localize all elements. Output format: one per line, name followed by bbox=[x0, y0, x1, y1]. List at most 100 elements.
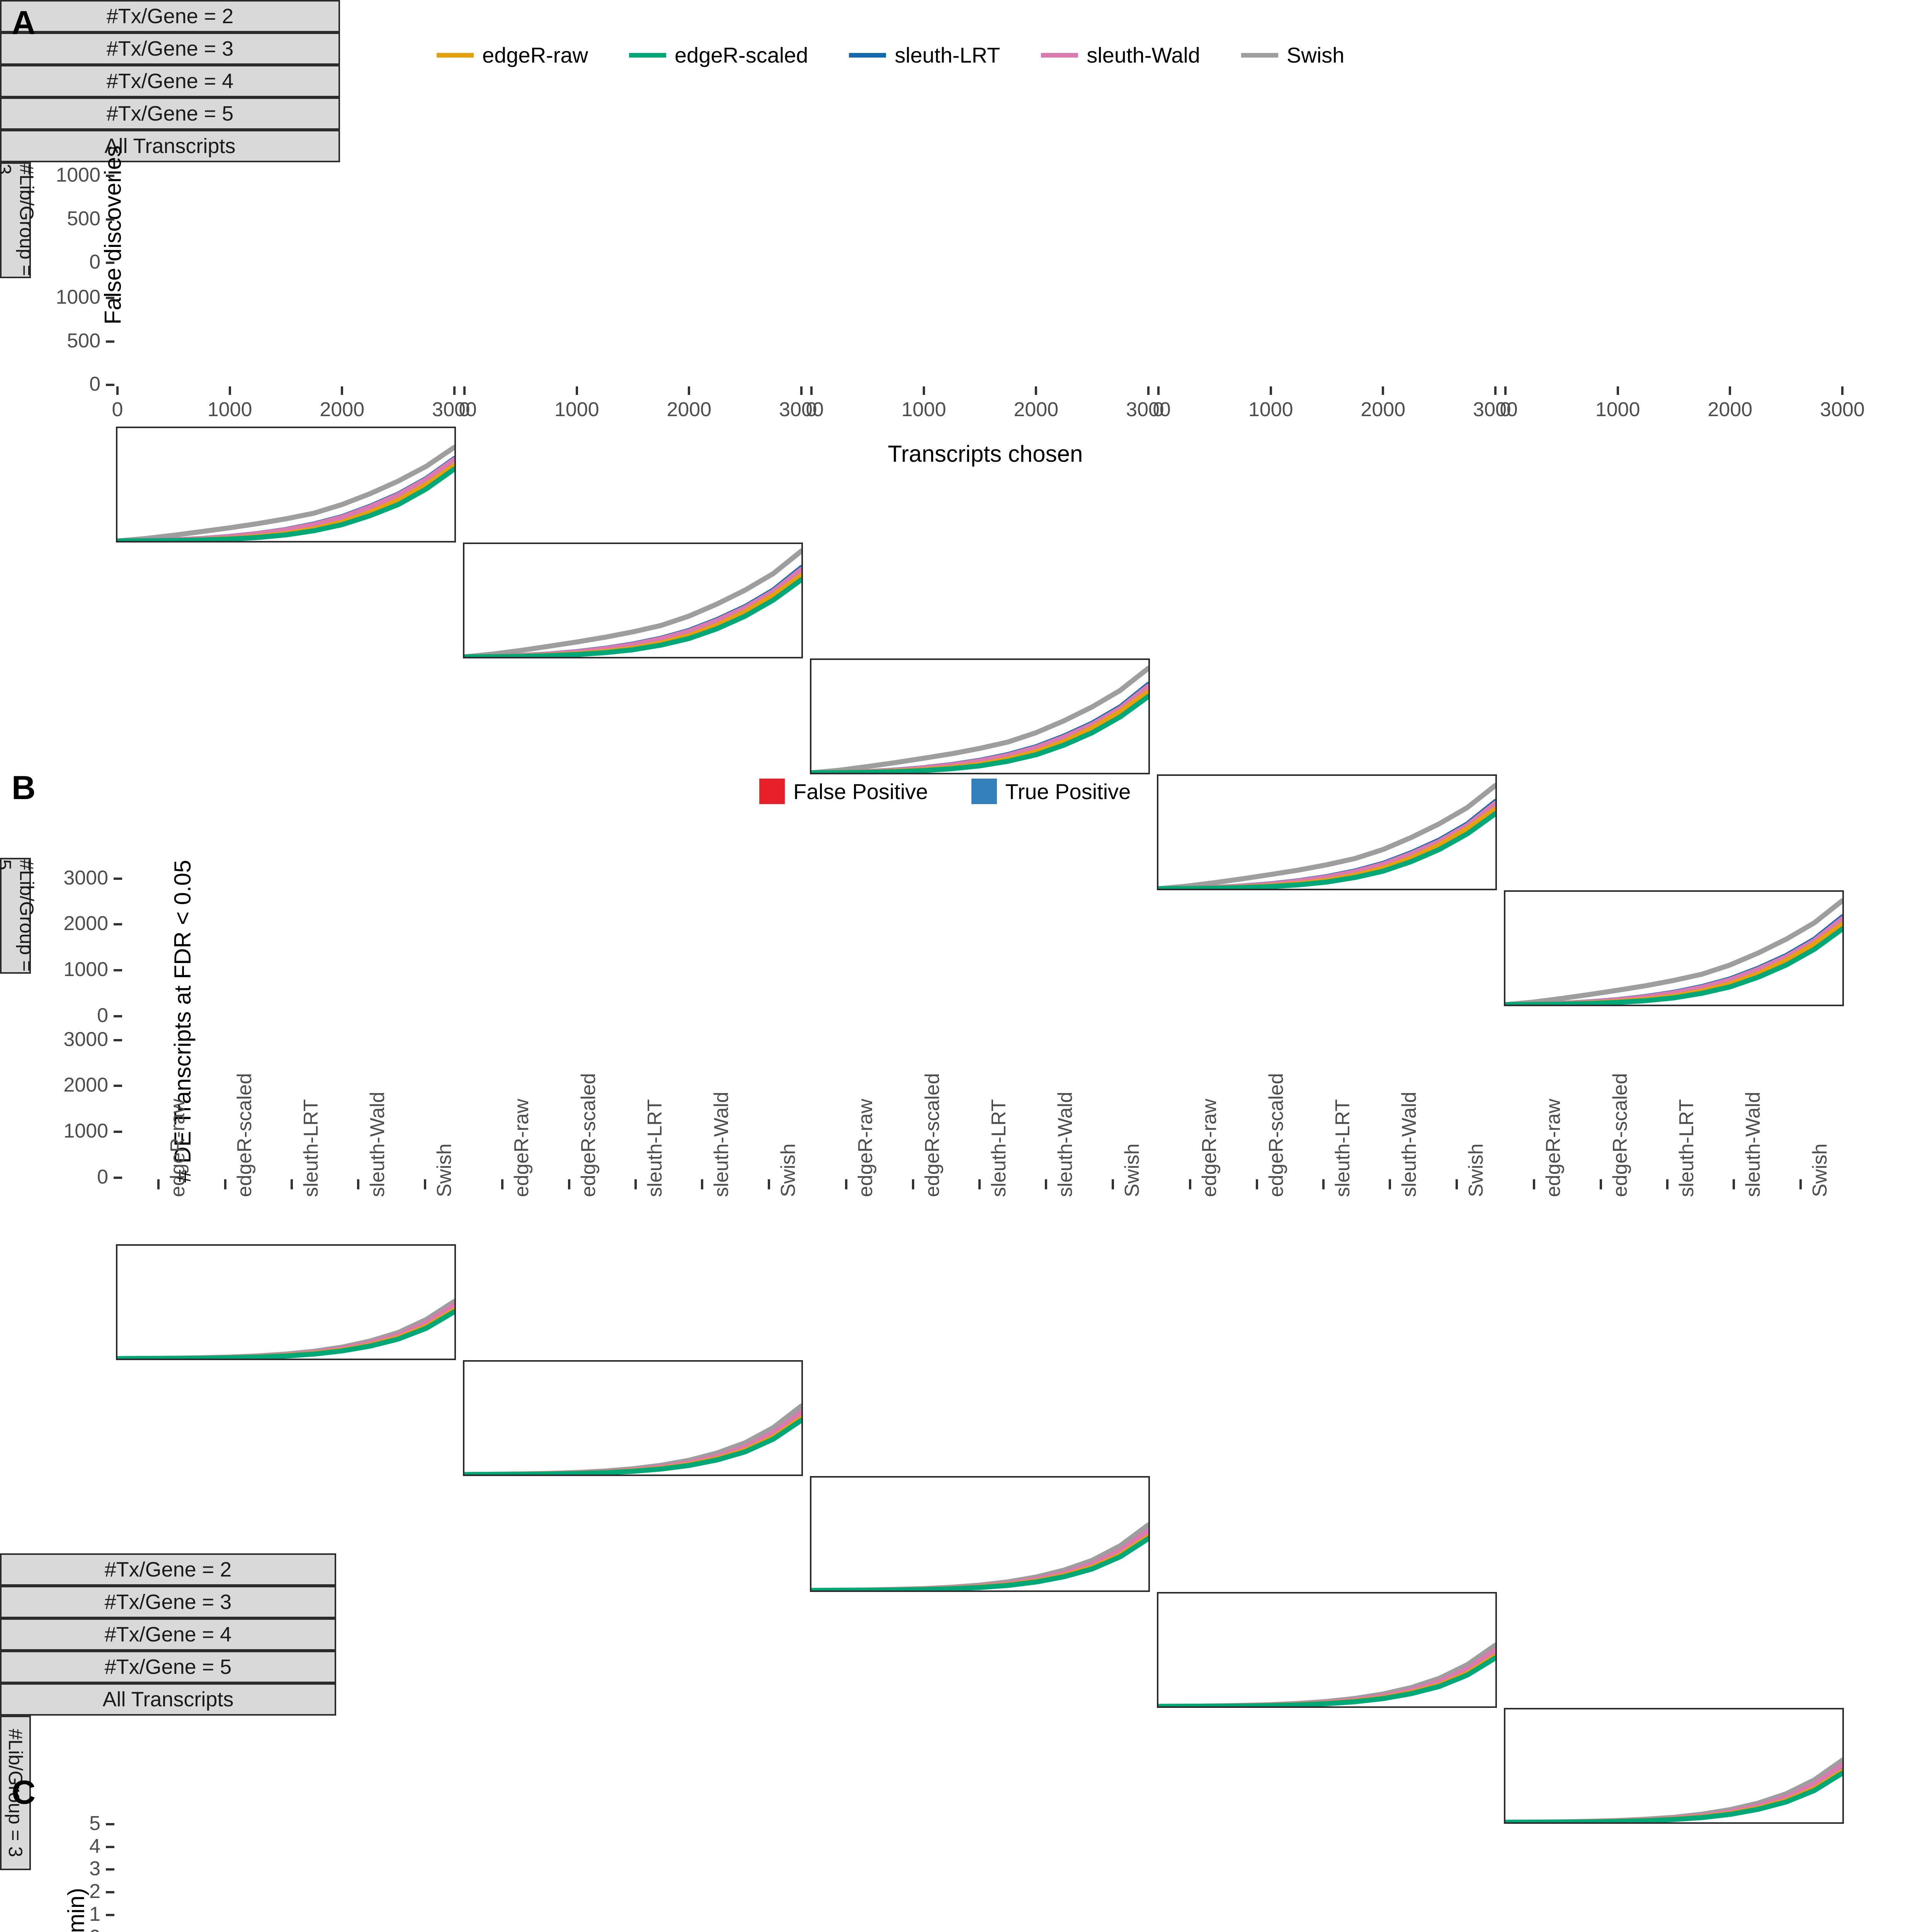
y-tick-label: 0 bbox=[39, 1925, 100, 1932]
x-tick-label: 2000 bbox=[1708, 398, 1753, 421]
facet-strip-row-label-0: #Lib/Group = 3 bbox=[0, 164, 37, 276]
x-tick-label-edgeR-scaled: edgeR-scaled bbox=[1265, 1073, 1287, 1197]
legend-label-False Positive: False Positive bbox=[793, 779, 928, 804]
legend-item-edgeR-scaled: edgeR-scaled bbox=[629, 43, 808, 68]
x-tick-label-sleuth-LRT: sleuth-LRT bbox=[300, 1099, 322, 1197]
x-tick-label: 0 bbox=[806, 398, 817, 421]
x-tickmark bbox=[1799, 1179, 1802, 1189]
x-tickmark bbox=[1382, 386, 1384, 395]
legend-swatch-sleuth-LRT bbox=[849, 53, 886, 58]
x-tickmark bbox=[463, 386, 466, 395]
x-tickmark bbox=[453, 386, 456, 395]
x-tickmark bbox=[501, 1179, 504, 1189]
panel-a-lines-1-4 bbox=[1505, 1757, 1842, 1822]
y-tickmark bbox=[106, 1823, 114, 1825]
panel-a-facet-1-3 bbox=[1157, 1592, 1497, 1708]
legend-item-sleuth-Wald: sleuth-Wald bbox=[1041, 43, 1200, 68]
y-tickmark bbox=[106, 340, 114, 343]
x-tickmark bbox=[157, 1179, 160, 1189]
x-tick-label-sleuth-LRT: sleuth-LRT bbox=[1332, 1099, 1354, 1197]
facet-strip-col-label-1: #Tx/Gene = 3 bbox=[106, 37, 234, 60]
x-tickmark bbox=[1616, 386, 1619, 395]
y-tick-label: 3000 bbox=[63, 866, 108, 889]
x-tickmark bbox=[922, 386, 925, 395]
x-tick-label-Swish: Swish bbox=[1808, 1143, 1831, 1197]
y-tick-label: 0 bbox=[97, 1166, 108, 1188]
y-tickmark bbox=[114, 923, 122, 926]
x-tick-label-edgeR-scaled: edgeR-scaled bbox=[1609, 1073, 1631, 1197]
y-tickmark bbox=[106, 1891, 114, 1894]
y-tick-label: 1000 bbox=[56, 164, 100, 187]
x-tickmark bbox=[800, 386, 803, 395]
x-tick-label-edgeR-raw: edgeR-raw bbox=[854, 1099, 877, 1197]
x-tick-label: 0 bbox=[112, 398, 123, 421]
panel-a-facet-1-0 bbox=[116, 1244, 456, 1360]
x-tick-label: 1000 bbox=[207, 398, 252, 421]
legend-item-False Positive: False Positive bbox=[759, 779, 928, 804]
x-tickmark bbox=[978, 1179, 981, 1189]
panel-a-facet-0-1 bbox=[463, 543, 803, 658]
x-tick-label-Swish: Swish bbox=[1464, 1143, 1487, 1197]
legend-swatch-False Positive bbox=[759, 779, 785, 804]
x-tick-label: 0 bbox=[1500, 398, 1511, 421]
facet-strip-col-label-4: All Transcripts bbox=[104, 134, 236, 158]
panel-a-x-axis-label: Transcripts chosen bbox=[888, 441, 1083, 467]
x-tickmark bbox=[1189, 1179, 1192, 1189]
panel-a-legend: edgeR-raw edgeR-scaled sleuth-LRT sleuth-Wa… bbox=[437, 43, 1344, 68]
facet-strip-col-label-0: #Tx/Gene = 2 bbox=[104, 1558, 232, 1581]
x-tick-label: 1000 bbox=[554, 398, 599, 421]
x-tick-label-sleuth-Wald: sleuth-Wald bbox=[1398, 1092, 1421, 1197]
x-tick-label: 3000 bbox=[779, 398, 824, 421]
y-tickmark bbox=[106, 262, 114, 264]
panel-a-facet-0-3 bbox=[1157, 774, 1497, 890]
x-tickmark bbox=[224, 1179, 226, 1189]
legend-label-True Positive: True Positive bbox=[1005, 779, 1131, 804]
panel-a-lines-1-2 bbox=[811, 1522, 1148, 1590]
facet-strip-col-4: All Transcripts bbox=[0, 130, 340, 162]
x-tick-label-sleuth-Wald: sleuth-Wald bbox=[710, 1092, 733, 1197]
y-tickmark bbox=[114, 1085, 122, 1087]
legend-swatch-edgeR-scaled bbox=[629, 53, 666, 58]
x-tickmark bbox=[1389, 1179, 1391, 1189]
x-tickmark bbox=[1147, 386, 1150, 395]
x-tick-label-edgeR-raw: edgeR-raw bbox=[510, 1099, 533, 1197]
x-tickmark bbox=[1666, 1179, 1668, 1189]
x-tickmark bbox=[1322, 1179, 1325, 1189]
y-tick-label: 0 bbox=[89, 373, 100, 395]
x-tickmark bbox=[1269, 386, 1272, 395]
x-tick-label-edgeR-scaled: edgeR-scaled bbox=[577, 1073, 600, 1197]
facet-strip-col-label-3: #Tx/Gene = 5 bbox=[106, 102, 234, 125]
panel-c-letter: C bbox=[12, 1774, 36, 1811]
x-tick-label-sleuth-Wald: sleuth-Wald bbox=[1742, 1092, 1765, 1197]
panel-b-legend: False Positive True Positive bbox=[759, 779, 1131, 804]
x-tickmark bbox=[634, 1179, 637, 1189]
legend-label-edgeR-scaled: edgeR-scaled bbox=[674, 43, 808, 67]
legend-label-Swish: Swish bbox=[1286, 43, 1345, 67]
y-tick-label: 1000 bbox=[63, 1120, 108, 1143]
legend-label-sleuth-Wald: sleuth-Wald bbox=[1087, 43, 1200, 67]
x-tickmark bbox=[568, 1179, 570, 1189]
panel-a-chart: False discoveries #Tx/Gene = 2 #Tx/Gene = … bbox=[0, 0, 1865, 1824]
y-tickmark bbox=[106, 1868, 114, 1871]
facet-strip-row-1: #Lib/Group = 5 bbox=[0, 858, 37, 974]
y-tickmark bbox=[106, 384, 114, 386]
y-tick-label: 2000 bbox=[63, 912, 108, 935]
y-tick-label: 3 bbox=[89, 1857, 100, 1880]
y-tickmark bbox=[114, 1015, 122, 1017]
y-tick-label: 2 bbox=[89, 1880, 100, 1903]
y-tick-label: 0 bbox=[97, 1004, 108, 1027]
panel-a-lines-0-3 bbox=[1158, 783, 1495, 889]
legend-swatch-edgeR-raw bbox=[437, 53, 474, 58]
facet-strip-row-label-1: #Lib/Group = 5 bbox=[0, 859, 37, 972]
x-tick-label-Swish: Swish bbox=[433, 1143, 456, 1197]
panel-a-lines-1-1 bbox=[464, 1403, 801, 1475]
y-tickmark bbox=[114, 1177, 122, 1179]
y-tickmark bbox=[106, 218, 114, 221]
x-tick-label-sleuth-Wald: sleuth-Wald bbox=[1054, 1092, 1077, 1197]
facet-strip-col-label-3: #Tx/Gene = 5 bbox=[104, 1655, 232, 1679]
x-tickmark bbox=[1533, 1179, 1536, 1189]
y-tick-label: 1000 bbox=[56, 286, 100, 309]
x-tickmark bbox=[575, 386, 578, 395]
x-tickmark bbox=[1494, 386, 1497, 395]
facet-strip-col-0: #Tx/Gene = 2 bbox=[0, 0, 340, 32]
